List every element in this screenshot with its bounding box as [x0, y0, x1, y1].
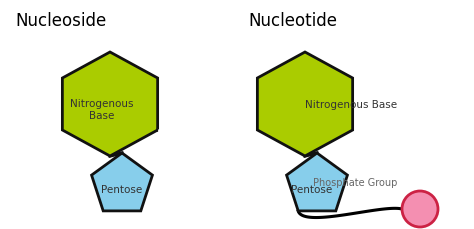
Polygon shape — [63, 53, 158, 156]
Polygon shape — [287, 153, 347, 211]
Circle shape — [402, 191, 438, 227]
Text: Nucleoside: Nucleoside — [15, 12, 106, 30]
Text: Pentose: Pentose — [101, 184, 143, 194]
Text: Phosphate Group: Phosphate Group — [313, 177, 397, 187]
Text: Nucleotide: Nucleotide — [248, 12, 337, 30]
Text: Nitrogenous
Base: Nitrogenous Base — [70, 99, 134, 120]
Text: Nitrogenous Base: Nitrogenous Base — [305, 100, 397, 109]
Polygon shape — [257, 53, 353, 156]
Text: Pentose: Pentose — [292, 184, 333, 194]
Polygon shape — [91, 153, 153, 211]
